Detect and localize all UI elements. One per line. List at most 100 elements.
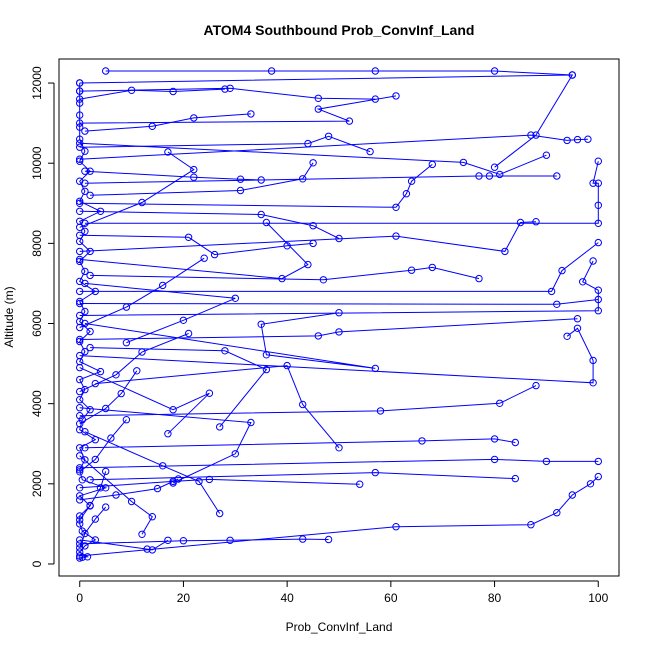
series-28 (76, 363, 214, 438)
series-12 (76, 238, 602, 296)
data-point (76, 420, 84, 428)
data-point (314, 332, 322, 340)
data-point (475, 274, 483, 283)
x-tick-label: 100 (588, 591, 608, 605)
data-point (501, 247, 509, 256)
data-point (102, 67, 110, 75)
data-point (86, 501, 94, 510)
series-line (105, 70, 573, 76)
data-point (112, 371, 120, 379)
data-point (76, 337, 84, 346)
data-point (542, 151, 551, 159)
data-point (81, 227, 89, 236)
series-line (79, 370, 138, 425)
series-41 (81, 110, 255, 135)
series-23 (76, 71, 576, 171)
series-14 (76, 218, 540, 256)
series-6 (81, 435, 519, 452)
data-point (179, 537, 188, 545)
series-line (90, 162, 314, 196)
data-point (314, 94, 322, 103)
data-point (490, 435, 499, 443)
series-line (79, 318, 578, 340)
data-point (221, 347, 229, 355)
x-tick-label: 20 (177, 591, 191, 605)
data-point (459, 158, 468, 167)
data-point (304, 139, 312, 148)
data-point (159, 462, 167, 470)
data-point (407, 177, 416, 185)
series-15 (81, 157, 602, 228)
data-point (371, 95, 379, 103)
series-line (79, 407, 252, 484)
data-point (428, 263, 436, 272)
series-line (84, 438, 516, 449)
data-point (221, 85, 229, 93)
data-point (402, 190, 411, 198)
data-point (511, 474, 519, 483)
series-5 (76, 455, 602, 472)
data-point (76, 335, 84, 344)
series-9 (76, 324, 597, 387)
series-27 (86, 343, 271, 431)
data-point (490, 67, 499, 75)
data-point (309, 159, 317, 167)
data-point (76, 123, 84, 131)
data-point (76, 87, 84, 95)
data-point (579, 278, 587, 286)
data-point (563, 332, 571, 340)
series-8 (91, 361, 343, 452)
data-point (594, 201, 602, 210)
series-7 (76, 381, 540, 420)
data-point (76, 363, 84, 372)
series-44 (76, 254, 208, 332)
data-point (81, 444, 89, 452)
data-point (568, 71, 576, 79)
data-point (81, 167, 89, 175)
data-point (127, 86, 136, 95)
data-point (76, 231, 84, 240)
series-line (79, 87, 376, 100)
data-point (345, 117, 354, 125)
data-point (81, 219, 89, 228)
data-point (475, 172, 483, 180)
data-point (138, 348, 146, 356)
series-line (79, 455, 153, 535)
y-tick-label: 12000 (30, 66, 44, 100)
series-line (79, 327, 594, 384)
data-point (283, 361, 291, 370)
data-point (76, 79, 84, 87)
data-point (589, 257, 597, 265)
series-line (79, 476, 599, 557)
data-point (190, 165, 198, 174)
data-point (594, 295, 602, 304)
data-point (195, 477, 203, 486)
data-point (190, 173, 198, 181)
y-axis-label: Altitude (m) (2, 286, 16, 347)
data-point (247, 110, 255, 118)
data-point (532, 381, 540, 390)
data-point (511, 438, 519, 447)
data-point (86, 406, 94, 414)
series-24 (81, 167, 265, 184)
series-line (90, 266, 480, 281)
data-point (490, 163, 499, 171)
data-point (418, 437, 426, 445)
series-29 (81, 428, 224, 518)
data-point (553, 172, 561, 180)
data-point (527, 131, 535, 139)
data-point (304, 260, 312, 269)
series-49 (76, 503, 110, 552)
data-point (299, 535, 307, 543)
data-point (236, 175, 245, 183)
series-line (79, 242, 599, 292)
data-point (117, 389, 125, 398)
data-point (283, 242, 291, 250)
data-point (148, 122, 157, 131)
series-line (79, 478, 360, 489)
data-point (164, 536, 172, 544)
series-line (84, 282, 236, 344)
data-point (516, 218, 525, 227)
data-point (112, 491, 120, 499)
